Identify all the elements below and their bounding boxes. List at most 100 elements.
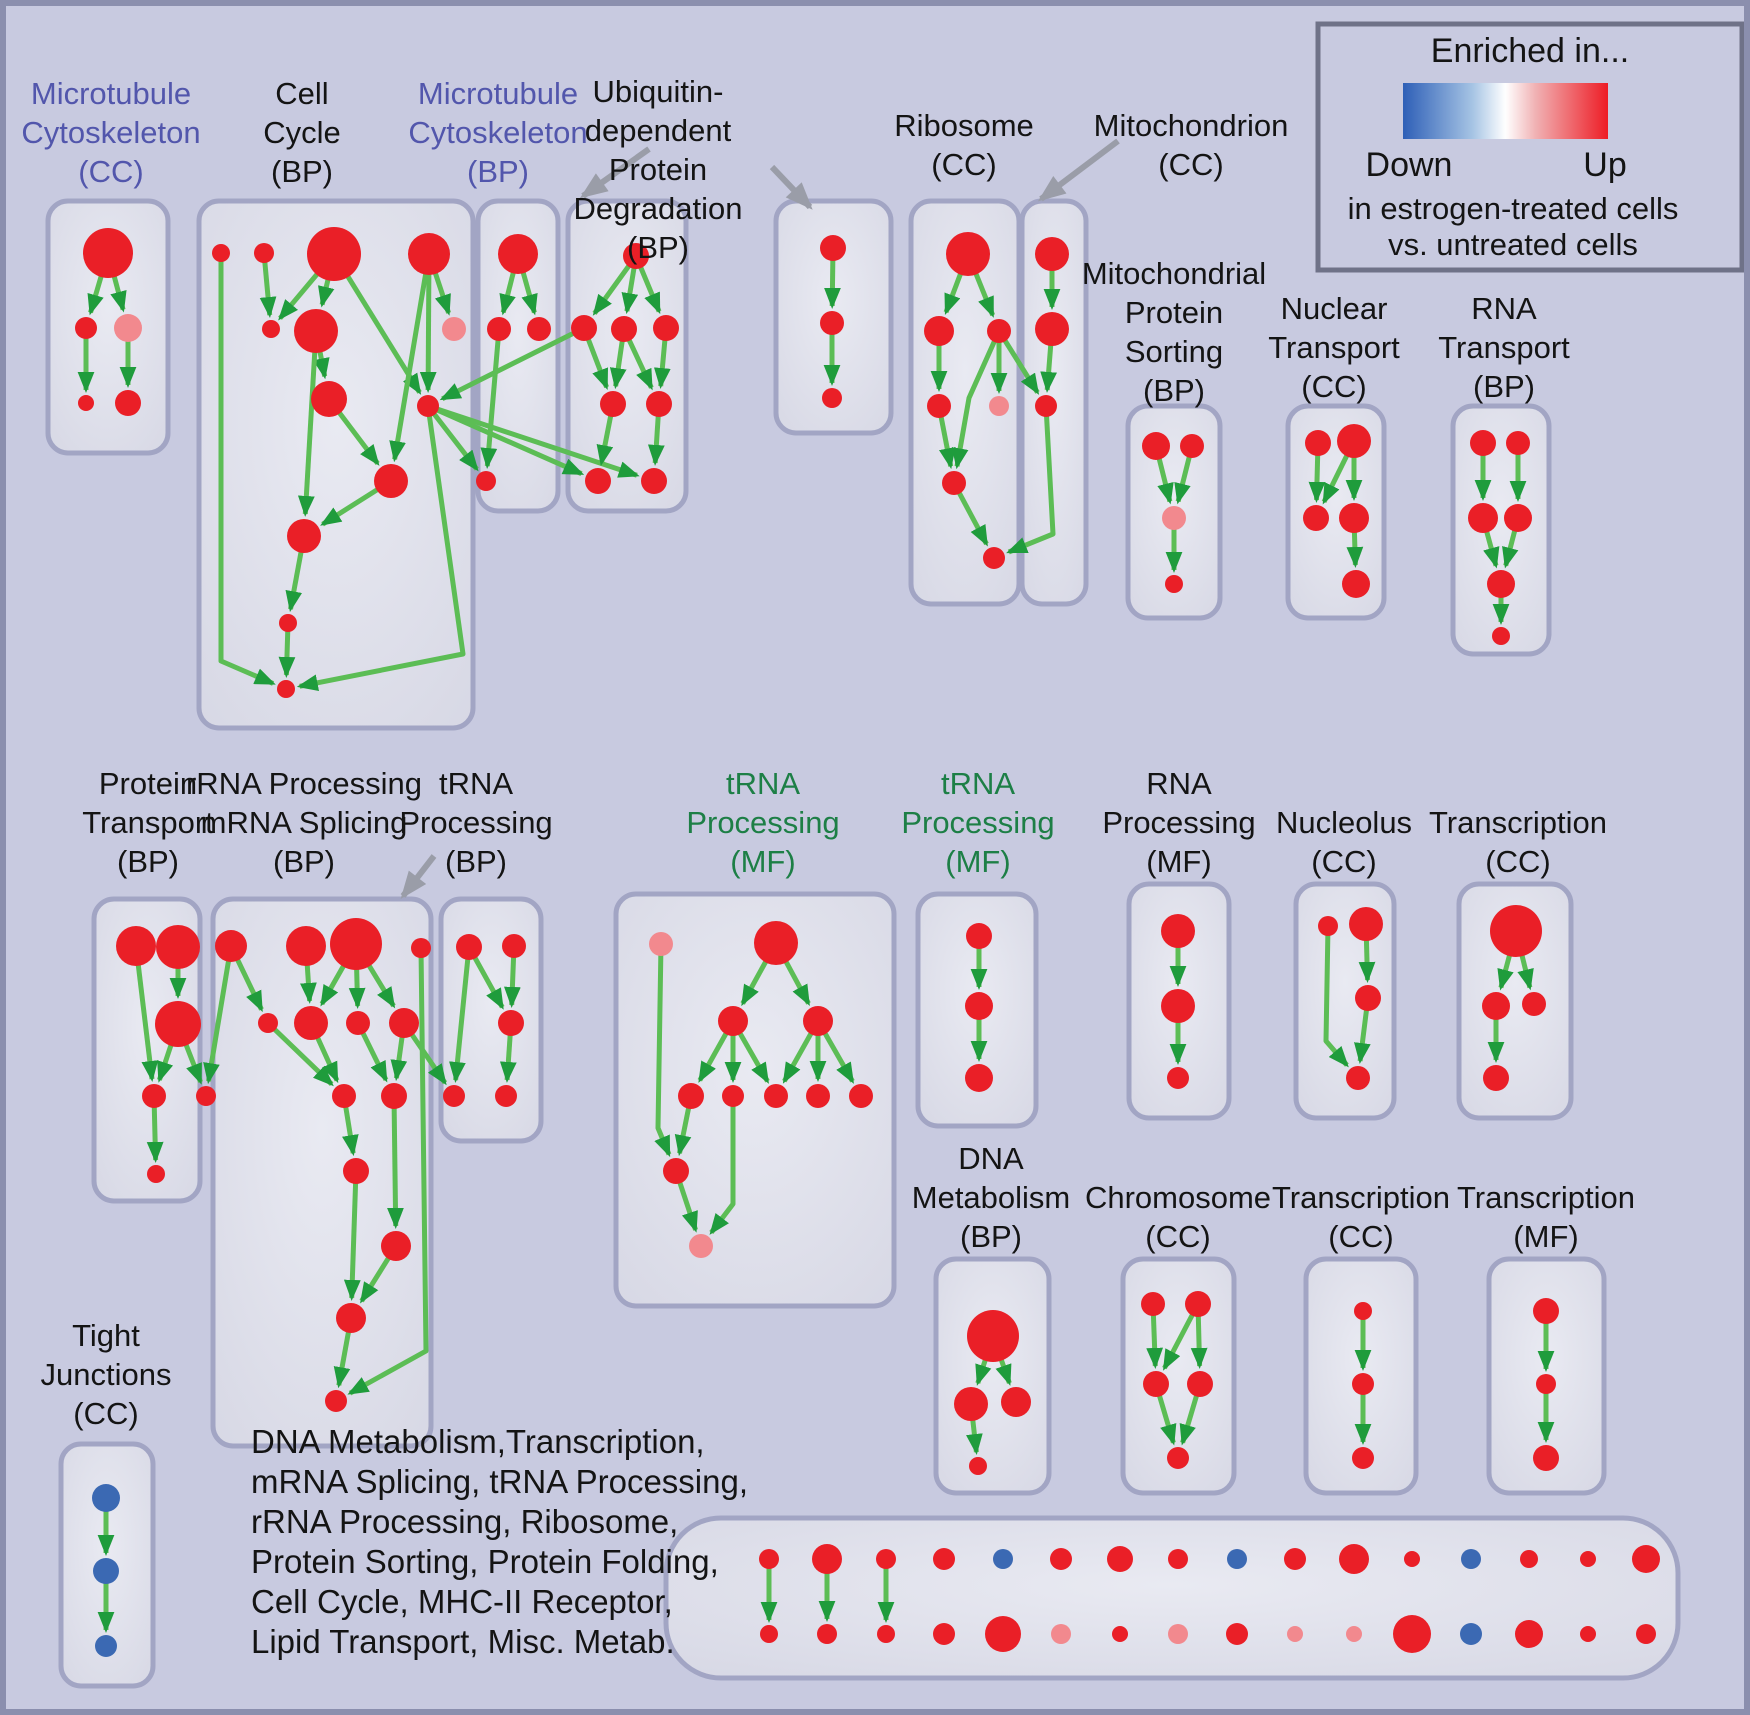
label-trna-processing-mf-1: tRNA Processing (MF) bbox=[686, 766, 840, 879]
go-term-node-f5 bbox=[989, 396, 1009, 416]
edge-g3-f7 bbox=[1006, 405, 1056, 555]
go-term-node-f7 bbox=[983, 547, 1005, 569]
go-term-node-a3 bbox=[114, 314, 142, 342]
edge-b4-b9 bbox=[419, 253, 437, 393]
edge-f3-f6 bbox=[951, 329, 1002, 470]
label-trna-processing-mf-2: tRNA Processing (MF) bbox=[901, 766, 1055, 879]
go-term-node-ch5 bbox=[1167, 1447, 1189, 1469]
go-term-node-bstrip-top-8 bbox=[1227, 1549, 1247, 1569]
go-term-node-f6 bbox=[942, 471, 966, 495]
go-term-node-bstrip-bottom-8 bbox=[1226, 1623, 1248, 1645]
pointer-mitochondrion-arrow-icon bbox=[1037, 138, 1120, 202]
go-term-node-d4 bbox=[653, 315, 679, 341]
go-term-node-tb1 bbox=[456, 934, 482, 960]
edge-b1-b13 bbox=[218, 253, 276, 686]
edge-b9-b13 bbox=[296, 405, 466, 692]
go-term-node-tf2 bbox=[1536, 1374, 1556, 1394]
edge-tb1-tb4 bbox=[449, 946, 472, 1084]
edge-b9-c4 bbox=[426, 404, 479, 472]
go-term-node-tm11 bbox=[689, 1234, 713, 1258]
edge-b9-d7 bbox=[426, 403, 585, 476]
label-dna-metabolism-bp: DNA Metabolism (BP) bbox=[911, 1141, 1071, 1254]
go-term-node-rr4 bbox=[411, 938, 431, 958]
go-term-node-bstrip-top-4 bbox=[993, 1549, 1013, 1569]
go-term-node-a2 bbox=[75, 317, 97, 339]
go-term-node-b12 bbox=[279, 614, 297, 632]
go-term-node-bstrip-top-12 bbox=[1461, 1549, 1481, 1569]
go-term-node-nu3 bbox=[1355, 985, 1381, 1011]
go-term-node-dm1 bbox=[967, 1310, 1019, 1362]
go-term-node-nt5 bbox=[1342, 570, 1370, 598]
go-term-node-bstrip-top-15 bbox=[1632, 1545, 1660, 1573]
go-term-node-tb4 bbox=[443, 1085, 465, 1107]
go-term-node-rr9 bbox=[332, 1084, 356, 1108]
go-term-node-rr3 bbox=[330, 918, 382, 970]
edge-f3-g3 bbox=[996, 329, 1040, 395]
go-term-node-bstrip-bottom-14 bbox=[1580, 1626, 1596, 1642]
label-chromosome-cc: Chromosome (CC) bbox=[1084, 1180, 1272, 1254]
go-term-node-bstrip-bottom-3 bbox=[933, 1623, 955, 1645]
go-term-node-bstrip-bottom-4 bbox=[985, 1616, 1021, 1652]
go-term-node-d7 bbox=[585, 468, 611, 494]
go-term-node-bstrip-top-14 bbox=[1580, 1551, 1596, 1567]
go-term-node-tj3 bbox=[95, 1635, 117, 1657]
go-term-node-pt4 bbox=[142, 1084, 166, 1108]
go-term-node-t31 bbox=[1354, 1302, 1372, 1320]
go-term-node-tc1 bbox=[1490, 905, 1542, 957]
go-term-node-bstrip-top-0 bbox=[759, 1549, 779, 1569]
edge-b3-b9 bbox=[331, 252, 422, 395]
legend-subtitle-line2: vs. untreated cells bbox=[1388, 227, 1638, 262]
go-term-node-nu1 bbox=[1318, 916, 1338, 936]
go-term-node-ch1 bbox=[1141, 1292, 1165, 1316]
go-term-node-rt1 bbox=[1470, 430, 1496, 456]
enrichment-network-svg bbox=[45, 21, 1744, 1689]
go-term-node-e1 bbox=[820, 235, 846, 261]
go-term-node-rr6 bbox=[294, 1006, 328, 1040]
go-term-node-d1 bbox=[623, 243, 649, 269]
go-term-node-bstrip-top-11 bbox=[1404, 1551, 1420, 1567]
go-term-node-a4 bbox=[78, 395, 94, 411]
go-term-node-tm1 bbox=[649, 932, 673, 956]
edge-b2-b5 bbox=[259, 252, 277, 319]
legend-subtitle-line1: in estrogen-treated cells bbox=[1347, 191, 1679, 226]
go-term-node-t33 bbox=[1352, 1447, 1374, 1469]
go-term-node-rr14 bbox=[325, 1390, 347, 1412]
go-term-node-tm8 bbox=[806, 1084, 830, 1108]
go-term-node-bstrip-top-3 bbox=[933, 1548, 955, 1570]
go-term-node-bstrip-top-1 bbox=[812, 1544, 842, 1574]
label-trna-processing-bp: tRNA Processing (BP) bbox=[399, 766, 553, 879]
go-term-node-e2 bbox=[820, 311, 844, 335]
go-term-node-ms1 bbox=[1142, 432, 1170, 460]
edge-d2-b9 bbox=[439, 325, 586, 402]
label-cell-cycle-bp: Cell Cycle (BP) bbox=[263, 76, 341, 189]
go-term-node-rp2 bbox=[1161, 989, 1195, 1023]
edge-pt1-pt4 bbox=[133, 945, 159, 1083]
go-term-node-rp3 bbox=[1167, 1067, 1189, 1089]
edge-b4-b10 bbox=[389, 253, 432, 463]
go-term-node-dm2 bbox=[954, 1387, 988, 1421]
group-box-misc-cluster-strip bbox=[663, 1515, 1681, 1681]
go-term-node-tm9 bbox=[849, 1084, 873, 1108]
go-term-node-b4 bbox=[408, 233, 450, 275]
go-term-node-rr2 bbox=[286, 926, 326, 966]
label-transcription-cc-row3: Transcription (CC) bbox=[1271, 1180, 1451, 1254]
go-term-node-tm10 bbox=[663, 1158, 689, 1184]
go-term-node-bstrip-bottom-7 bbox=[1168, 1624, 1188, 1644]
go-term-node-rt6 bbox=[1492, 627, 1510, 645]
go-term-node-a5 bbox=[115, 390, 141, 416]
go-term-node-bstrip-top-7 bbox=[1168, 1549, 1188, 1569]
pointer-ubiquitin-left-arrow-icon bbox=[579, 146, 651, 199]
edge-tm1-tm10 bbox=[654, 943, 672, 1158]
label-rrna-processing-mrna-splicing-bp: rRNA Processing mRNA Splicing (BP) bbox=[185, 766, 423, 879]
go-term-node-tm6 bbox=[722, 1085, 744, 1107]
go-term-node-nt4 bbox=[1339, 503, 1369, 533]
go-term-node-f1 bbox=[946, 232, 990, 276]
go-term-node-bstrip-bottom-6 bbox=[1112, 1626, 1128, 1642]
group-box-dna-metabolism-bp bbox=[933, 1256, 1052, 1496]
legend-title: Enriched in... bbox=[1430, 32, 1630, 70]
label-mitochondrial-protein-sorting-bp: Mitochondrial Protein Sorting (BP) bbox=[1081, 256, 1267, 408]
go-term-node-nu4 bbox=[1346, 1066, 1370, 1090]
go-term-node-tn2 bbox=[965, 992, 993, 1020]
go-term-node-bstrip-bottom-1 bbox=[817, 1624, 837, 1644]
go-term-node-t32 bbox=[1352, 1373, 1374, 1395]
